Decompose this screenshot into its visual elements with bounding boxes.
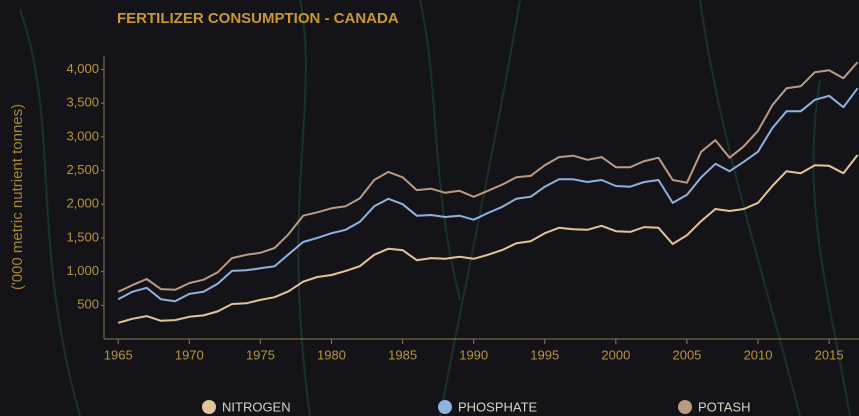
y-tick-label: 2,000 (66, 196, 99, 211)
series-line (118, 155, 857, 323)
y-tick-label: 500 (77, 297, 99, 312)
page: {"chart_data":{"type":"stacked_line","ti… (0, 0, 859, 416)
legend-label: POTASH (698, 399, 751, 414)
chart-title: FERTILIZER CONSUMPTION - CANADA (117, 10, 399, 27)
y-tick-label: 3,000 (66, 128, 99, 143)
legend-marker (438, 400, 452, 414)
y-tick-label: 1,500 (66, 229, 99, 244)
x-tick-label: 1975 (246, 347, 275, 362)
x-tick-label: 1965 (104, 347, 133, 362)
x-tick-label: 2005 (672, 347, 701, 362)
y-tick-label: 3,500 (66, 95, 99, 110)
background-streaks (20, 0, 850, 416)
legend-label: PHOSPHATE (458, 399, 538, 414)
x-tick-label: 2010 (744, 347, 773, 362)
y-tick-label: 2,500 (66, 162, 99, 177)
x-tick-label: 1995 (530, 347, 559, 362)
x-tick-label: 1970 (175, 347, 204, 362)
x-tick-label: 1985 (388, 347, 417, 362)
y-tick-label: 4,000 (66, 61, 99, 76)
legend-marker (678, 400, 692, 414)
series-line (118, 88, 857, 301)
streak (420, 0, 460, 300)
streak (813, 80, 850, 416)
x-tick-label: 1980 (317, 347, 346, 362)
y-tick-label: 1,000 (66, 263, 99, 278)
legend-label: NITROGEN (222, 399, 291, 414)
chart: FERTILIZER CONSUMPTION - CANADA ('000 me… (0, 0, 859, 416)
legend-marker (202, 400, 216, 414)
streak (298, 0, 310, 416)
y-axis-label: ('000 metric nutrient tonnes) (9, 104, 26, 290)
x-tick-label: 2015 (815, 347, 844, 362)
x-tick-label: 2000 (601, 347, 630, 362)
x-tick-label: 1990 (459, 347, 488, 362)
